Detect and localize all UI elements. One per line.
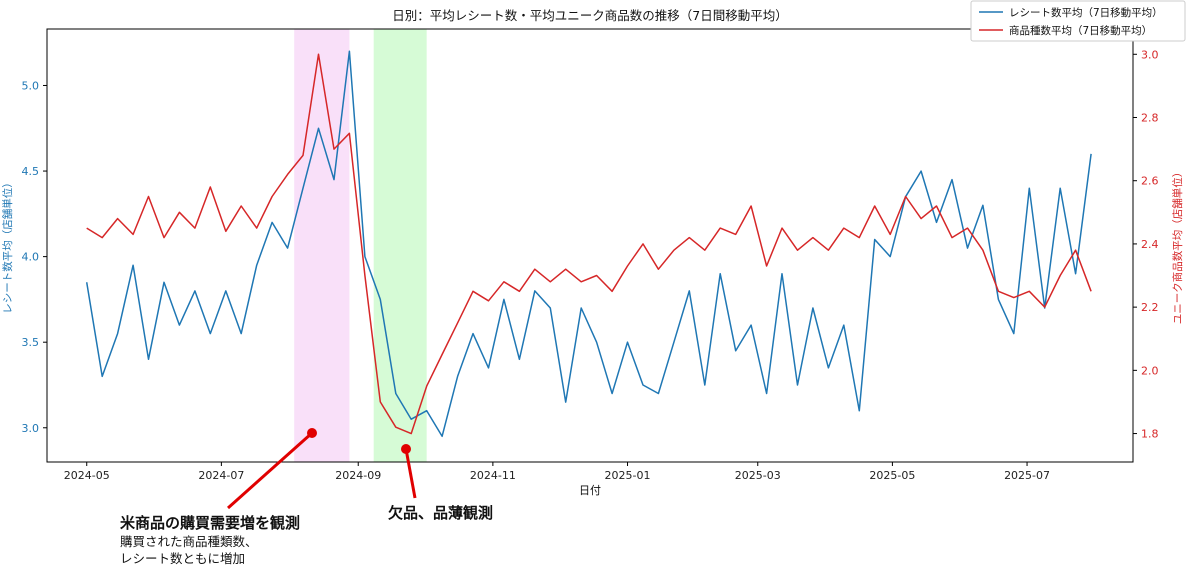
- x-tick-label: 2024-07: [198, 469, 244, 482]
- annotation-stockout-title: 欠品、品薄観測: [388, 504, 494, 522]
- y-right-tick-label: 3.0: [1141, 48, 1159, 61]
- annotation-arrow-demand: [227, 431, 313, 510]
- x-axis-label: 日付: [579, 484, 601, 497]
- y-right-tick-label: 2.8: [1141, 111, 1159, 124]
- x-tick-label: 2025-01: [605, 469, 651, 482]
- annotation-arrow-stockout: [404, 448, 417, 499]
- annotation-demand-sub-2: レシート数ともに増加: [120, 551, 246, 566]
- annotation-marker-stockout: [401, 444, 411, 454]
- chart-title: 日別：平均レシート数・平均ユニーク商品数の推移（7日間移動平均）: [392, 8, 787, 23]
- highlight-region-green: [373, 29, 427, 462]
- y-right-tick-label: 2.6: [1141, 175, 1159, 188]
- y-left-tick-label: 3.0: [22, 422, 40, 435]
- receipts-series-line: [85, 50, 1092, 438]
- products-series-line: [86, 53, 1092, 435]
- annotation-stockout: 欠品、品薄観測: [388, 502, 493, 523]
- legend-label: 商品種数平均（7日移動平均）: [1009, 24, 1152, 37]
- y-left-tick-label: 3.5: [22, 336, 40, 349]
- y-right-tick-label: 2.0: [1141, 364, 1159, 377]
- annotation-demand-sub-1: 購買された商品種類数、: [120, 534, 258, 549]
- y-right-tick-label: 1.8: [1141, 428, 1159, 441]
- x-tick-label: 2024-09: [335, 469, 381, 482]
- x-tick-label: 2025-05: [869, 469, 915, 482]
- x-tick-label: 2024-05: [64, 469, 110, 482]
- x-tick-label: 2025-07: [1004, 469, 1050, 482]
- annotation-demand-title: 米商品の購買需要増を観測: [120, 514, 301, 532]
- y-left-tick-label: 5.0: [22, 79, 40, 92]
- x-tick-label: 2025-03: [735, 469, 781, 482]
- legend-label: レシート数平均（7日移動平均）: [1009, 6, 1163, 19]
- y-left-tick-label: 4.5: [22, 165, 40, 178]
- y-left-tick-label: 4.0: [22, 251, 40, 264]
- y-right-axis-label: ユニーク商品数平均（店舗単位）: [1171, 167, 1184, 325]
- y-left-axis-label: レシート数平均（店舗単位）: [1, 177, 14, 314]
- y-right-tick-label: 2.2: [1141, 301, 1159, 314]
- legend-box: [970, 0, 1186, 42]
- plot-frame: [46, 28, 1134, 463]
- y-right-tick-label: 2.4: [1141, 238, 1159, 251]
- highlight-region-pink: [294, 29, 350, 462]
- annotation-marker-demand: [307, 428, 317, 438]
- annotation-demand-increase: 米商品の購買需要増を観測 購買された商品種類数、 レシート数ともに増加: [120, 512, 300, 567]
- x-tick-label: 2024-11: [470, 469, 516, 482]
